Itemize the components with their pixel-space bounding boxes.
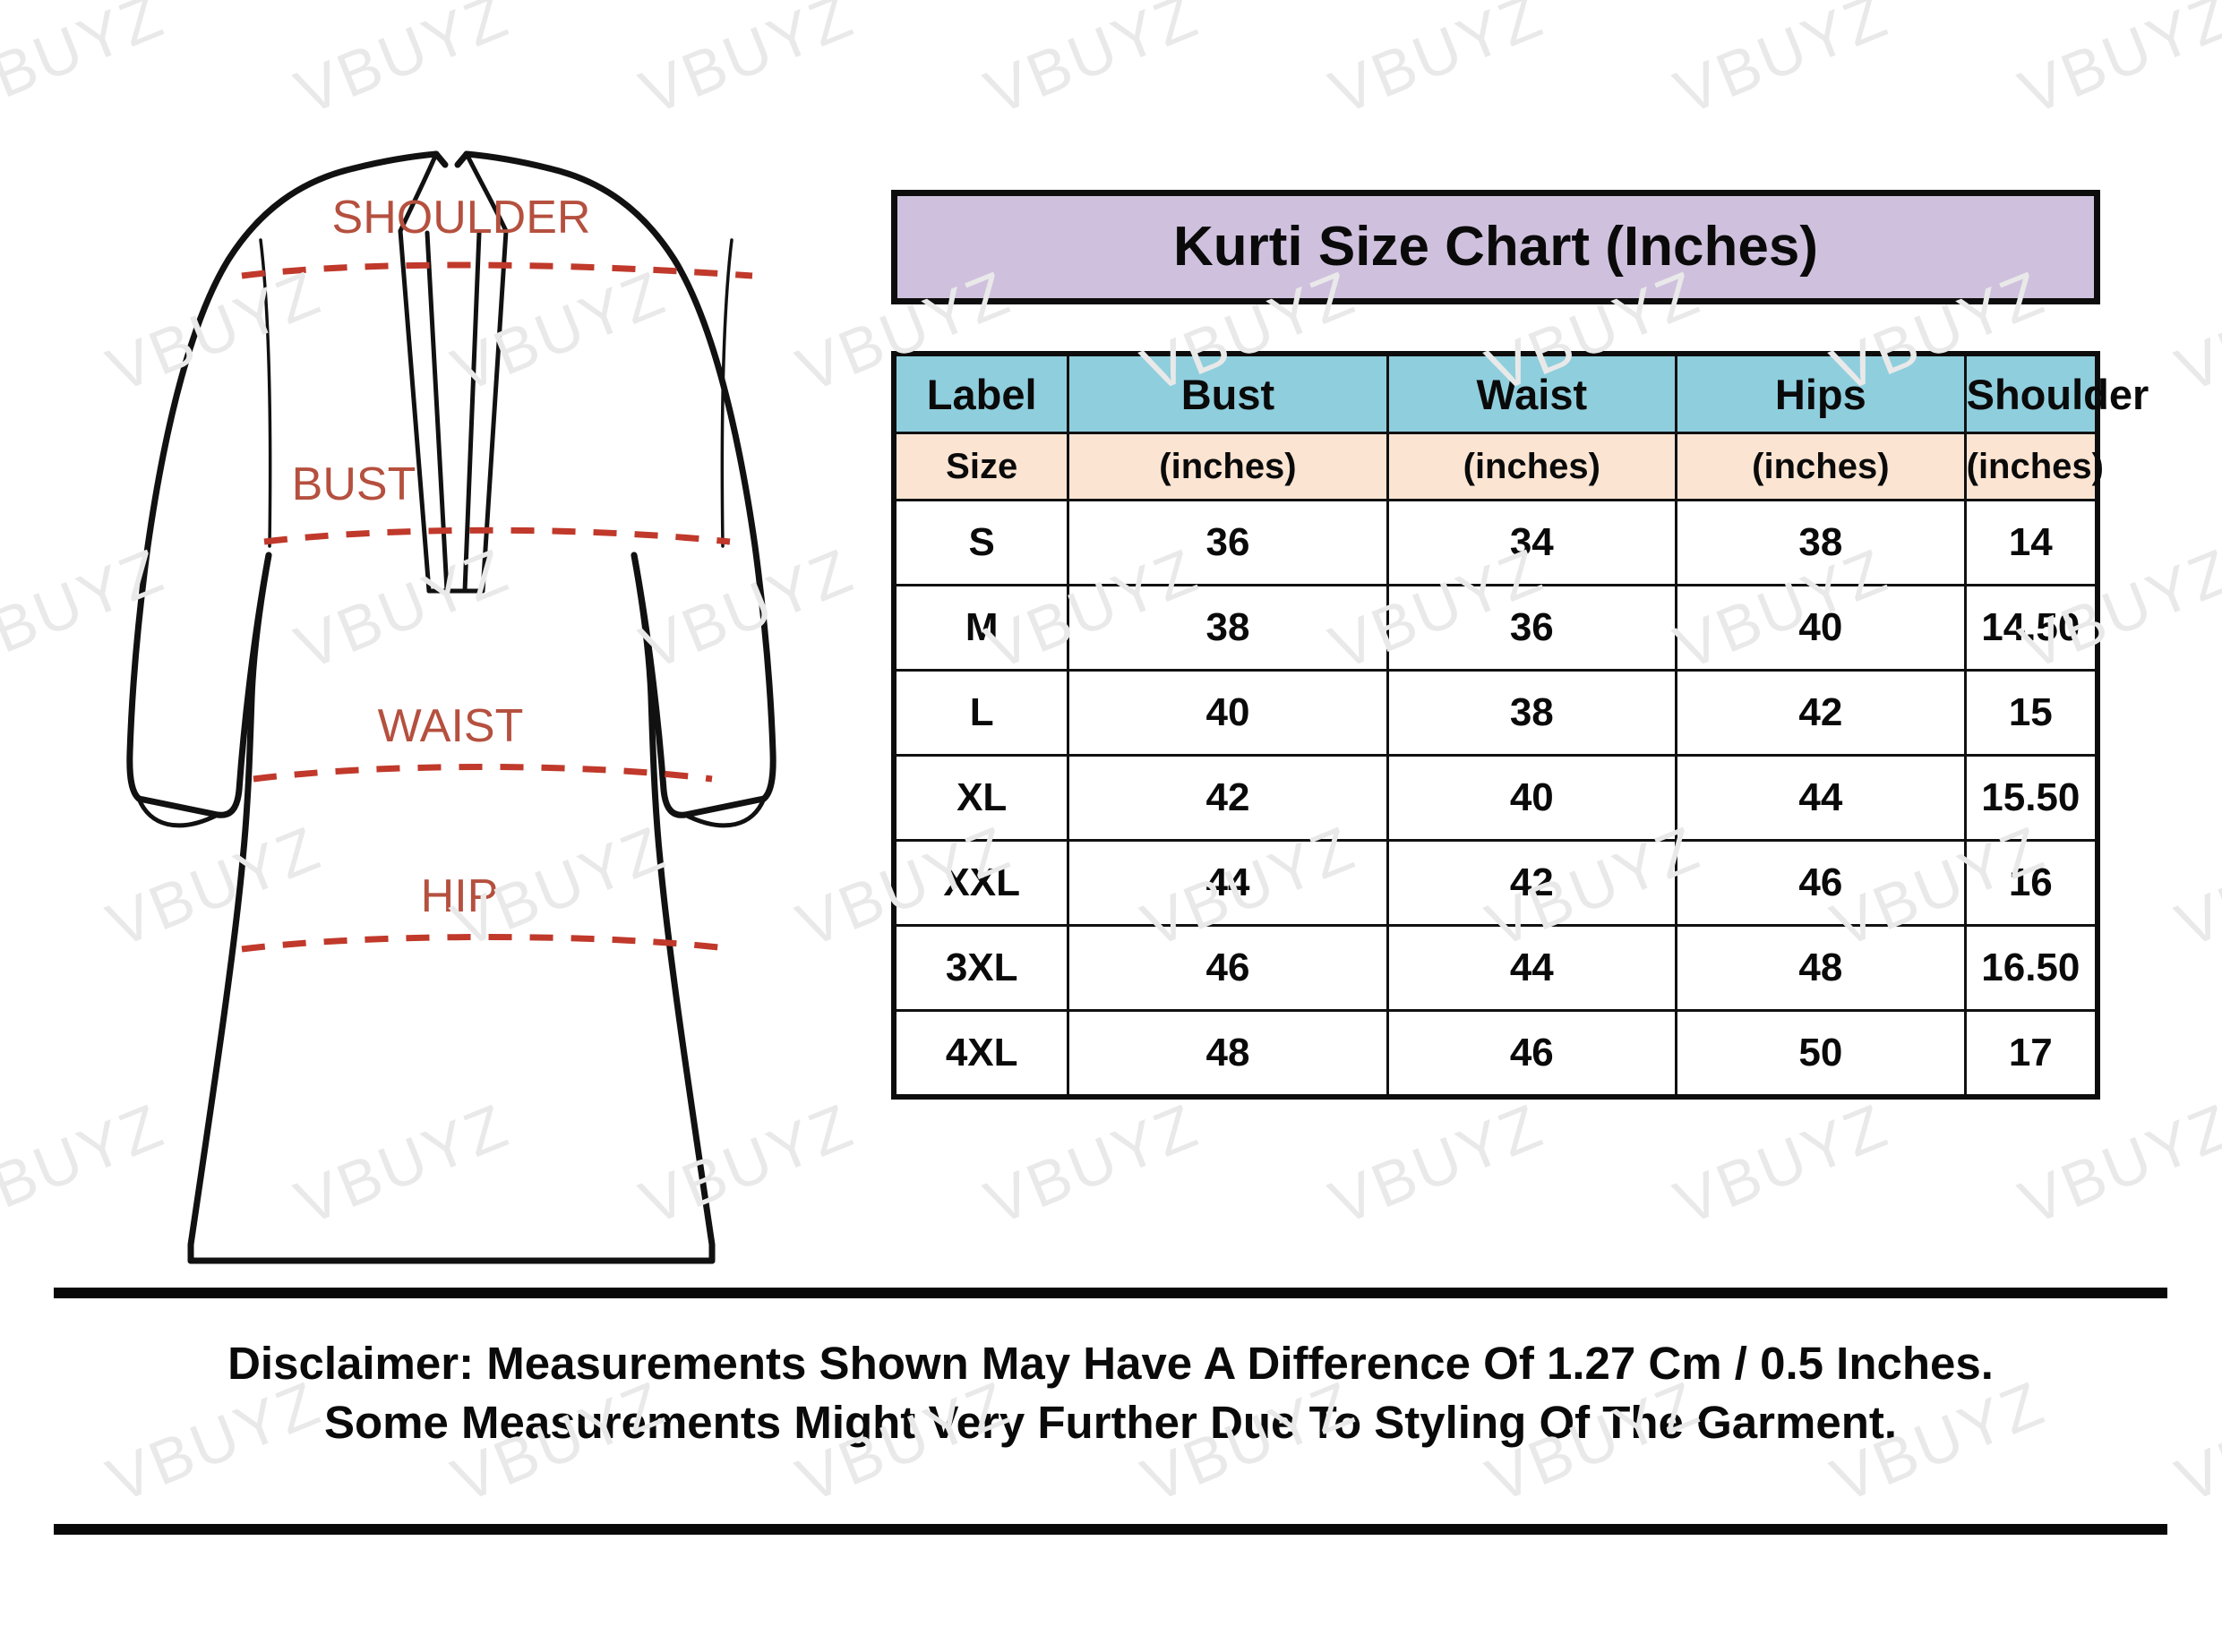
units-cell-hips: (inches) xyxy=(1675,432,1967,501)
cell-size: XL xyxy=(892,754,1070,842)
watermark-text: VBUYZ xyxy=(286,1644,519,1652)
watermark-text: VBUYZ xyxy=(975,1644,1208,1652)
cell-shoulder: 14.50 xyxy=(1963,584,2099,672)
watermark-text: VBUYZ xyxy=(1320,0,1553,128)
cell-waist: 36 xyxy=(1386,584,1678,672)
cell-waist: 38 xyxy=(1386,669,1678,757)
watermark-text: VBUYZ xyxy=(0,0,174,128)
watermark-text: VBUYZ xyxy=(2010,1644,2222,1652)
watermark-text: VBUYZ xyxy=(631,0,863,128)
cell-bust: 42 xyxy=(1067,754,1389,842)
watermark-text: VBUYZ xyxy=(975,1090,1208,1238)
cell-bust: 36 xyxy=(1067,499,1389,586)
shoulder-dash-line xyxy=(241,261,753,279)
watermark-text: VBUYZ xyxy=(2166,1367,2222,1516)
table-row: S 36 34 38 14 xyxy=(892,499,2099,586)
watermark-text: VBUYZ xyxy=(2010,0,2222,128)
table-header-row: Label Bust Waist Hips Shoulder xyxy=(892,352,2149,434)
cell-bust: 48 xyxy=(1067,1009,1389,1099)
cell-waist: 40 xyxy=(1386,754,1678,842)
cell-size: 4XL xyxy=(892,1009,1070,1099)
cell-shoulder: 16.50 xyxy=(1963,924,2099,1012)
cell-size: M xyxy=(892,584,1070,672)
cell-waist: 46 xyxy=(1386,1009,1678,1099)
table-row: 3XL 46 44 48 16.50 xyxy=(892,924,2099,1012)
cell-shoulder: 16 xyxy=(1963,839,2099,927)
cell-waist: 44 xyxy=(1386,924,1678,1012)
table-row: XL 42 40 44 15.50 xyxy=(892,754,2099,842)
diagram-label-hip: HIP xyxy=(421,870,499,922)
watermark-text: VBUYZ xyxy=(975,0,1208,128)
cell-size: S xyxy=(892,499,1070,586)
size-chart-table: Label Bust Waist Hips Shoulder Size (inc… xyxy=(891,351,2149,1100)
size-chart-panel: Kurti Size Chart (Inches) Label Bust Wai… xyxy=(891,190,2149,1100)
cell-hips: 44 xyxy=(1675,754,1967,842)
cell-size: 3XL xyxy=(892,924,1070,1012)
cell-size: L xyxy=(892,669,1070,757)
table-row: L 40 38 42 15 xyxy=(892,669,2099,757)
cell-shoulder: 15 xyxy=(1963,669,2099,757)
diagram-label-bust: BUST xyxy=(292,458,416,510)
watermark-text: VBUYZ xyxy=(1665,1644,1898,1652)
cell-hips: 48 xyxy=(1675,924,1967,1012)
watermark-text: VBUYZ xyxy=(286,0,519,128)
disclaimer-line-1: Disclaimer: Measurements Shown May Have … xyxy=(227,1338,1994,1389)
cell-waist: 34 xyxy=(1386,499,1678,586)
divider-line-top xyxy=(54,1288,2167,1298)
cell-hips: 46 xyxy=(1675,839,1967,927)
cell-bust: 40 xyxy=(1067,669,1389,757)
divider-line-bottom xyxy=(54,1524,2167,1535)
cell-shoulder: 15.50 xyxy=(1963,754,2099,842)
column-header-waist: Waist xyxy=(1386,352,1678,434)
cell-size: XXL xyxy=(892,839,1070,927)
watermark-text: VBUYZ xyxy=(1320,1644,1553,1652)
cell-hips: 42 xyxy=(1675,669,1967,757)
watermark-text: VBUYZ xyxy=(1665,0,1898,128)
chart-title-box: Kurti Size Chart (Inches) xyxy=(891,190,2100,304)
page-title: Kurti Size Chart (Inches) xyxy=(1173,216,1818,278)
cell-hips: 38 xyxy=(1675,499,1967,586)
disclaimer-block: Disclaimer: Measurements Shown May Have … xyxy=(54,1334,2167,1453)
cell-bust: 38 xyxy=(1067,584,1389,672)
cell-shoulder: 14 xyxy=(1963,499,2099,586)
hip-dash-line xyxy=(241,934,735,953)
cell-hips: 50 xyxy=(1675,1009,1967,1099)
cell-bust: 46 xyxy=(1067,924,1389,1012)
bust-dash-line xyxy=(263,526,731,545)
table-row: M 38 36 40 14.50 xyxy=(892,584,2099,672)
diagram-label-shoulder: SHOULDER xyxy=(332,192,591,244)
watermark-text: VBUYZ xyxy=(1665,1090,1898,1238)
units-cell-waist: (inches) xyxy=(1386,432,1678,501)
diagram-label-waist: WAIST xyxy=(378,700,524,752)
cell-shoulder: 17 xyxy=(1963,1009,2099,1099)
table-row: XXL 44 42 46 16 xyxy=(892,839,2099,927)
cell-hips: 40 xyxy=(1675,584,1967,672)
cell-waist: 42 xyxy=(1386,839,1678,927)
column-header-label: Label xyxy=(892,352,1070,434)
table-body: S 36 34 38 14 M 38 36 40 14.50 L 40 38 xyxy=(892,499,2099,1099)
waist-dash-line xyxy=(253,764,713,783)
watermark-text: VBUYZ xyxy=(631,1644,863,1652)
column-header-hips: Hips xyxy=(1675,352,1967,434)
units-cell-size: Size xyxy=(892,432,1070,501)
units-cell-bust: (inches) xyxy=(1067,432,1389,501)
table-head: Label Bust Waist Hips Shoulder Size (inc… xyxy=(892,352,2149,501)
watermark-text: VBUYZ xyxy=(0,1644,174,1652)
watermark-text: VBUYZ xyxy=(1320,1090,1553,1238)
watermark-text: VBUYZ xyxy=(2166,257,2222,406)
table-units-row: Size (inches) (inches) (inches) (inches) xyxy=(892,432,2104,501)
watermark-text: VBUYZ xyxy=(2010,1090,2222,1238)
column-header-shoulder: Shoulder xyxy=(1963,352,2149,434)
disclaimer-line-2: Some Measurements Might Very Further Due… xyxy=(323,1397,1898,1449)
kurti-illustration: SHOULDER BUST WAIST HIP xyxy=(85,125,819,1289)
units-cell-shoulder: (inches) xyxy=(1963,432,2104,501)
table-row: 4XL 48 46 50 17 xyxy=(892,1009,2099,1099)
column-header-bust: Bust xyxy=(1067,352,1389,434)
watermark-text: VBUYZ xyxy=(2166,812,2222,961)
cell-bust: 44 xyxy=(1067,839,1389,927)
